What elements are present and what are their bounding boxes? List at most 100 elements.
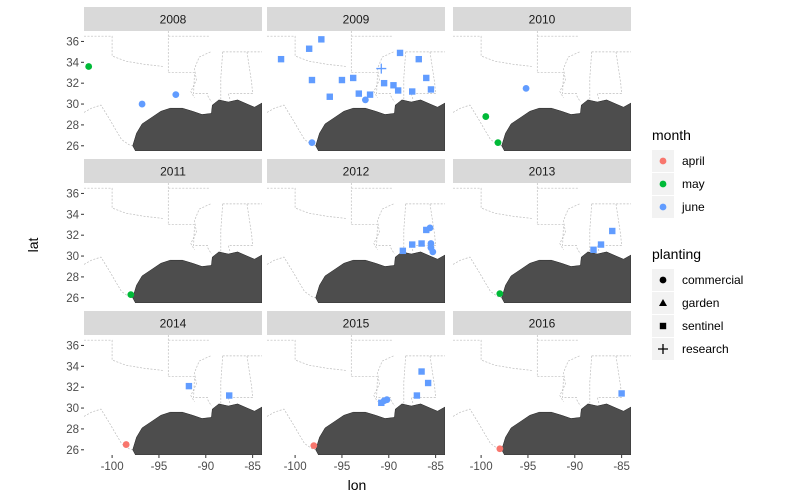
facet-strip-label: 2011	[160, 165, 186, 179]
data-point	[399, 247, 407, 255]
legend-key-research	[658, 344, 668, 354]
state-border	[373, 51, 394, 98]
state-border	[84, 35, 164, 67]
y-tick-label: 32	[66, 382, 79, 394]
state-border	[373, 203, 394, 250]
state-border	[220, 203, 224, 252]
legend-planting: planting commercial garden sentinel research	[652, 246, 743, 360]
state-border	[267, 187, 347, 219]
y-tick-label: 36	[66, 340, 79, 352]
gulf-of-mexico	[315, 99, 445, 151]
state-border	[403, 203, 407, 252]
state-border	[390, 247, 395, 255]
legend-key-sentinel	[659, 322, 667, 330]
state-border	[559, 51, 580, 98]
state-border	[220, 51, 224, 100]
plot-area	[84, 183, 262, 303]
state-border	[267, 35, 347, 67]
y-tick-label: 30	[66, 251, 79, 263]
data-point	[366, 91, 374, 98]
state-border	[267, 339, 347, 371]
data-point	[127, 291, 135, 299]
gulf-of-mexico	[132, 403, 262, 455]
legend-label: research	[682, 342, 729, 356]
data-point	[423, 74, 430, 82]
state-border	[84, 339, 164, 371]
data-point	[310, 442, 318, 450]
facet-strip	[84, 7, 262, 31]
data-point	[172, 91, 180, 99]
facet-strip	[267, 159, 445, 183]
state-border	[403, 51, 407, 100]
legend-title: planting	[652, 246, 701, 262]
y-tick-label: 36	[66, 188, 79, 200]
data-point	[378, 399, 385, 407]
state-border	[453, 339, 533, 371]
facet-panel-2009: 2009	[267, 7, 445, 151]
data-point	[496, 290, 504, 298]
data-point	[494, 139, 502, 147]
state-border	[168, 224, 209, 246]
state-border	[537, 224, 578, 246]
y-tick-label: 34	[66, 361, 79, 373]
data-point	[318, 36, 325, 43]
state-border	[589, 51, 593, 100]
x-tick-label: -100	[284, 461, 307, 473]
data-point	[418, 240, 425, 247]
gulf-of-mexico	[501, 99, 631, 151]
state-border	[190, 355, 211, 402]
plot-area	[267, 31, 445, 151]
data-point	[185, 382, 193, 390]
facet-panel-2014: 2014	[84, 311, 262, 455]
facet-strip	[84, 311, 262, 335]
y-tick-label: 26	[66, 293, 79, 305]
state-border	[453, 35, 533, 67]
gulf-of-mexico	[315, 403, 445, 455]
facet-strip	[453, 311, 631, 335]
data-point	[597, 241, 605, 248]
facet-strip	[453, 7, 631, 31]
legend-key-may	[659, 180, 667, 188]
data-point	[426, 224, 434, 232]
state-border	[559, 203, 580, 250]
state-border	[589, 355, 593, 404]
legend-key-april	[659, 157, 667, 165]
state-border	[207, 399, 212, 407]
data-point	[376, 63, 387, 74]
x-tick-label: -95	[151, 461, 168, 473]
state-border	[410, 355, 436, 404]
legend-month: month april may june	[652, 127, 705, 218]
x-tick-label: -90	[380, 461, 397, 473]
y-tick-label: 36	[66, 36, 79, 48]
data-point	[618, 390, 625, 397]
state-border	[537, 72, 578, 94]
x-tick-label: -90	[197, 461, 214, 473]
facet-strip	[267, 311, 445, 335]
data-point	[390, 82, 397, 89]
gulf-of-mexico	[132, 251, 262, 303]
legend-label: april	[682, 154, 705, 168]
data-point	[308, 139, 316, 147]
x-tick-label: -100	[470, 461, 493, 473]
legend-label: commercial	[682, 273, 743, 287]
plot-area	[453, 335, 631, 455]
state-border	[453, 187, 533, 219]
facet-strip-label: 2015	[343, 317, 370, 331]
facet-strip	[453, 159, 631, 183]
data-point	[427, 86, 435, 93]
state-border	[373, 355, 394, 402]
data-point	[418, 368, 425, 375]
legend-label: may	[682, 177, 705, 191]
gulf-of-mexico	[501, 251, 631, 303]
state-border	[390, 399, 395, 407]
facet-strip-label: 2016	[529, 317, 556, 331]
data-point	[349, 74, 357, 82]
plot-area	[453, 183, 631, 303]
axes-layer: 26 28 30 32 34 36 26 28 30 32 34 36 26 28 30 32 34 36 -100…	[66, 36, 630, 473]
state-border	[207, 95, 212, 103]
y-tick-label: 34	[66, 209, 79, 221]
y-tick-label: 32	[66, 230, 79, 242]
state-border	[351, 224, 392, 246]
y-tick-label: 26	[66, 445, 79, 457]
facet-panel-2008: 2008	[84, 7, 262, 151]
